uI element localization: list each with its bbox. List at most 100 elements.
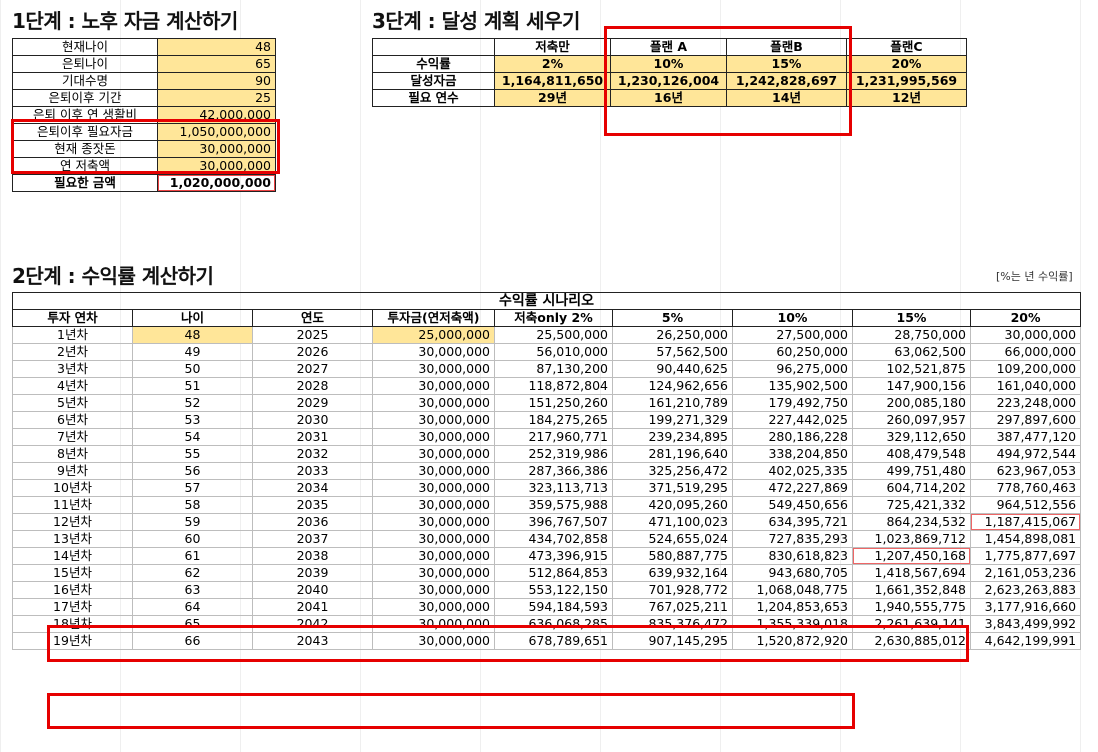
table-cell[interactable]: 2030 bbox=[252, 411, 373, 429]
table-cell[interactable]: 50 bbox=[132, 360, 253, 378]
table-cell[interactable]: 227,442,025 bbox=[732, 411, 853, 429]
table-cell[interactable]: 494,972,544 bbox=[969, 445, 1082, 463]
table-cell[interactable]: 96,275,000 bbox=[732, 360, 853, 378]
step3-col-header[interactable]: 플랜C bbox=[846, 38, 967, 56]
table-cell[interactable]: 1,068,048,775 bbox=[732, 581, 853, 599]
table-cell[interactable]: 30,000,000 bbox=[372, 598, 495, 616]
table-cell[interactable]: 51 bbox=[132, 377, 253, 395]
table-cell[interactable]: 2038 bbox=[252, 547, 373, 565]
step2-col-header[interactable]: 투자금(연저축액) bbox=[372, 309, 495, 327]
table-cell[interactable]: 2042 bbox=[252, 615, 373, 633]
table-cell[interactable]: 124,962,656 bbox=[612, 377, 733, 395]
table-cell[interactable]: 30,000,000 bbox=[372, 462, 495, 480]
table-cell[interactable]: 56 bbox=[132, 462, 253, 480]
table-cell[interactable]: 767,025,211 bbox=[612, 598, 733, 616]
table-cell[interactable]: 179,492,750 bbox=[732, 394, 853, 412]
table-cell[interactable]: 30,000,000 bbox=[372, 513, 495, 531]
table-cell[interactable]: 199,271,329 bbox=[612, 411, 733, 429]
table-cell[interactable]: 1,023,869,712 bbox=[852, 530, 971, 548]
table-cell[interactable]: 60,250,000 bbox=[732, 343, 853, 361]
table-cell[interactable]: 408,479,548 bbox=[852, 445, 971, 463]
step1-value[interactable]: 1,020,000,000 bbox=[157, 174, 276, 192]
table-cell[interactable]: 329,112,650 bbox=[852, 428, 971, 446]
step3-value[interactable]: 1,231,995,569 bbox=[846, 72, 967, 90]
table-cell[interactable]: 49 bbox=[132, 343, 253, 361]
step1-label[interactable]: 은퇴나이 bbox=[12, 55, 158, 73]
step3-value[interactable]: 2% bbox=[494, 55, 611, 73]
table-cell[interactable]: 2040 bbox=[252, 581, 373, 599]
step2-col-header[interactable]: 5% bbox=[612, 309, 733, 327]
table-cell[interactable]: 25,500,000 bbox=[494, 326, 613, 344]
table-cell[interactable]: 63 bbox=[132, 581, 253, 599]
step2-col-header[interactable]: 투자 연차 bbox=[12, 309, 133, 327]
table-cell[interactable]: 2,161,053,236 bbox=[969, 564, 1082, 582]
table-cell[interactable]: 2년차 bbox=[12, 343, 133, 361]
table-cell[interactable]: 549,450,656 bbox=[732, 496, 853, 514]
table-cell[interactable]: 239,234,895 bbox=[612, 428, 733, 446]
table-cell[interactable]: 57,562,500 bbox=[612, 343, 733, 361]
step3-value[interactable]: 15% bbox=[726, 55, 847, 73]
table-cell[interactable]: 200,085,180 bbox=[852, 394, 971, 412]
table-cell[interactable]: 19년차 bbox=[12, 632, 133, 650]
table-cell[interactable]: 15년차 bbox=[12, 564, 133, 582]
table-cell[interactable]: 580,887,775 bbox=[612, 547, 733, 565]
table-cell[interactable]: 57 bbox=[132, 479, 253, 497]
step1-value[interactable]: 42,000,000 bbox=[157, 106, 276, 124]
table-cell[interactable]: 371,519,295 bbox=[612, 479, 733, 497]
table-cell[interactable]: 2,630,885,012 bbox=[852, 632, 971, 650]
table-cell[interactable]: 864,234,532 bbox=[852, 513, 971, 531]
table-cell[interactable]: 18년차 bbox=[12, 615, 133, 633]
step3-label[interactable]: 필요 연수 bbox=[372, 89, 495, 107]
table-cell[interactable]: 30,000,000 bbox=[372, 343, 495, 361]
table-cell[interactable]: 30,000,000 bbox=[372, 564, 495, 582]
table-cell[interactable]: 2,261,639,141 bbox=[852, 615, 971, 633]
step2-col-header[interactable]: 저축only 2% bbox=[494, 309, 613, 327]
table-cell[interactable]: 65 bbox=[132, 615, 253, 633]
table-cell[interactable]: 151,250,260 bbox=[494, 394, 613, 412]
table-cell[interactable]: 1,187,415,067 bbox=[969, 513, 1082, 531]
table-cell[interactable]: 1,355,339,018 bbox=[732, 615, 853, 633]
step3-value[interactable]: 29년 bbox=[494, 89, 611, 107]
table-cell[interactable]: 725,421,332 bbox=[852, 496, 971, 514]
step2-col-header[interactable]: 연도 bbox=[252, 309, 373, 327]
table-cell[interactable]: 1,418,567,694 bbox=[852, 564, 971, 582]
table-cell[interactable]: 66,000,000 bbox=[969, 343, 1082, 361]
table-cell[interactable]: 184,275,265 bbox=[494, 411, 613, 429]
table-cell[interactable]: 135,902,500 bbox=[732, 377, 853, 395]
table-cell[interactable]: 3,177,916,660 bbox=[969, 598, 1082, 616]
table-cell[interactable]: 678,789,651 bbox=[494, 632, 613, 650]
table-cell[interactable]: 2,623,263,883 bbox=[969, 581, 1082, 599]
table-cell[interactable]: 2035 bbox=[252, 496, 373, 514]
table-cell[interactable]: 147,900,156 bbox=[852, 377, 971, 395]
step3-value[interactable]: 16년 bbox=[610, 89, 727, 107]
table-cell[interactable]: 499,751,480 bbox=[852, 462, 971, 480]
table-cell[interactable]: 387,477,120 bbox=[969, 428, 1082, 446]
table-cell[interactable]: 338,204,850 bbox=[732, 445, 853, 463]
table-cell[interactable]: 1,940,555,775 bbox=[852, 598, 971, 616]
table-cell[interactable]: 2027 bbox=[252, 360, 373, 378]
table-cell[interactable]: 60 bbox=[132, 530, 253, 548]
table-cell[interactable]: 402,025,335 bbox=[732, 462, 853, 480]
table-cell[interactable]: 55 bbox=[132, 445, 253, 463]
table-cell[interactable]: 2043 bbox=[252, 632, 373, 650]
table-cell[interactable]: 281,196,640 bbox=[612, 445, 733, 463]
table-cell[interactable]: 3,843,499,992 bbox=[969, 615, 1082, 633]
table-cell[interactable]: 63,062,500 bbox=[852, 343, 971, 361]
table-cell[interactable]: 61 bbox=[132, 547, 253, 565]
step3-value[interactable]: 1,164,811,650 bbox=[494, 72, 611, 90]
table-cell[interactable]: 54 bbox=[132, 428, 253, 446]
table-cell[interactable]: 27,500,000 bbox=[732, 326, 853, 344]
table-cell[interactable]: 7년차 bbox=[12, 428, 133, 446]
table-cell[interactable]: 28,750,000 bbox=[852, 326, 971, 344]
table-cell[interactable]: 434,702,858 bbox=[494, 530, 613, 548]
table-cell[interactable]: 287,366,386 bbox=[494, 462, 613, 480]
table-cell[interactable]: 17년차 bbox=[12, 598, 133, 616]
table-cell[interactable]: 13년차 bbox=[12, 530, 133, 548]
scenario-header[interactable]: 수익률 시나리오 bbox=[11, 292, 1082, 310]
step3-label[interactable]: 달성자금 bbox=[372, 72, 495, 90]
table-cell[interactable]: 512,864,853 bbox=[494, 564, 613, 582]
table-cell[interactable]: 2032 bbox=[252, 445, 373, 463]
step3-value[interactable]: 14년 bbox=[726, 89, 847, 107]
table-cell[interactable]: 30,000,000 bbox=[372, 360, 495, 378]
table-cell[interactable]: 471,100,023 bbox=[612, 513, 733, 531]
